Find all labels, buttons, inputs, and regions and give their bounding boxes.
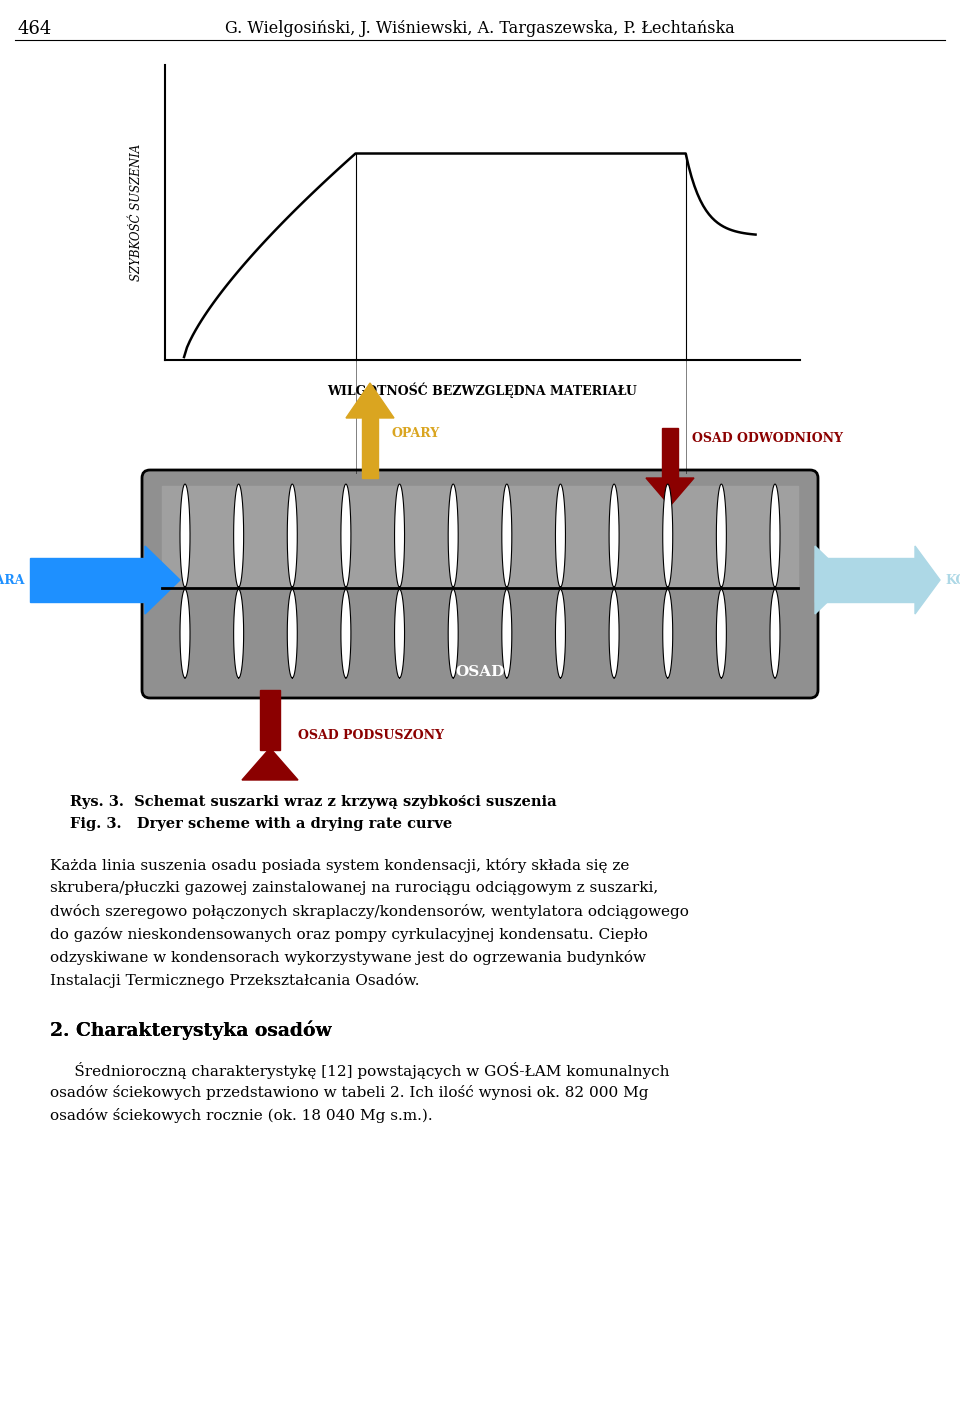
- Polygon shape: [502, 590, 512, 678]
- Polygon shape: [180, 485, 190, 587]
- Text: SZYBKOŚĆ SUSZENIA: SZYBKOŚĆ SUSZENIA: [131, 144, 143, 281]
- Text: OSAD ODWODNIONY: OSAD ODWODNIONY: [692, 432, 843, 445]
- Text: OSAD: OSAD: [455, 665, 505, 678]
- Polygon shape: [395, 485, 404, 587]
- FancyBboxPatch shape: [142, 470, 818, 698]
- Text: 2. Charakterystyka osadów: 2. Charakterystyka osadów: [50, 1020, 331, 1039]
- Polygon shape: [341, 590, 351, 678]
- Text: Każda linia suszenia osadu posiada system kondensacji, który składa się ze: Każda linia suszenia osadu posiada syste…: [50, 858, 630, 874]
- Text: do gazów nieskondensowanych oraz pompy cyrkulacyjnej kondensatu. Ciepło: do gazów nieskondensowanych oraz pompy c…: [50, 928, 648, 942]
- Polygon shape: [662, 485, 673, 587]
- Text: WILGOTNOŚĆ BEZWZGLĘDNA MATERIAŁU: WILGOTNOŚĆ BEZWZGLĘDNA MATERIAŁU: [327, 382, 637, 398]
- Polygon shape: [346, 383, 394, 418]
- Polygon shape: [815, 546, 850, 614]
- Polygon shape: [556, 485, 565, 587]
- Polygon shape: [609, 590, 619, 678]
- Text: Średnioroczną charakterystykę [12] powstających w GOŚ-ŁAM komunalnych: Średnioroczną charakterystykę [12] powst…: [50, 1062, 669, 1079]
- Polygon shape: [716, 590, 727, 678]
- Polygon shape: [662, 590, 673, 678]
- Text: PARA: PARA: [0, 573, 25, 587]
- Polygon shape: [646, 477, 694, 506]
- Polygon shape: [609, 485, 619, 587]
- Text: Instalacji Termicznego Przekształcania Osadów.: Instalacji Termicznego Przekształcania O…: [50, 973, 420, 988]
- Polygon shape: [770, 590, 780, 678]
- Polygon shape: [362, 418, 378, 477]
- Polygon shape: [30, 559, 145, 601]
- Polygon shape: [233, 485, 244, 587]
- Text: osadów ściekowych rocznie (ok. 18 040 Mg s.m.).: osadów ściekowych rocznie (ok. 18 040 Mg…: [50, 1109, 433, 1123]
- Polygon shape: [448, 485, 458, 587]
- Text: skrubera/płuczki gazowej zainstalowanej na rurociągu odciągowym z suszarki,: skrubera/płuczki gazowej zainstalowanej …: [50, 881, 659, 895]
- Polygon shape: [815, 559, 920, 601]
- Polygon shape: [287, 590, 298, 678]
- Polygon shape: [260, 690, 280, 750]
- Polygon shape: [233, 590, 244, 678]
- Text: 2. Charakterystyka osadów: 2. Charakterystyka osadów: [50, 1020, 331, 1039]
- Polygon shape: [770, 485, 780, 587]
- Polygon shape: [502, 485, 512, 587]
- Text: Fig. 3.   Dryer scheme with a drying rate curve: Fig. 3. Dryer scheme with a drying rate …: [70, 817, 452, 831]
- Polygon shape: [448, 590, 458, 678]
- Polygon shape: [242, 748, 298, 779]
- Text: Rys. 3.  Schemat suszarki wraz z krzywą szybkości suszenia: Rys. 3. Schemat suszarki wraz z krzywą s…: [70, 795, 557, 809]
- Polygon shape: [662, 428, 678, 477]
- Text: OSAD PODSUSZONY: OSAD PODSUSZONY: [298, 728, 444, 741]
- Polygon shape: [341, 485, 351, 587]
- Text: 464: 464: [18, 20, 52, 38]
- Text: G. Wielgosiński, J. Wiśniewski, A. Targaszewska, P. Łechtańska: G. Wielgosiński, J. Wiśniewski, A. Targa…: [226, 20, 734, 37]
- Polygon shape: [395, 590, 404, 678]
- Text: dwóch szeregowo połączonych skraplaczy/kondensorów, wentylatora odciągowego: dwóch szeregowo połączonych skraplaczy/k…: [50, 903, 689, 919]
- Text: odzyskiwane w kondensorach wykorzystywane jest do ogrzewania budynków: odzyskiwane w kondensorach wykorzystywan…: [50, 950, 646, 965]
- Polygon shape: [556, 590, 565, 678]
- Polygon shape: [287, 485, 298, 587]
- Text: osadów ściekowych przedstawiono w tabeli 2. Ich ilość wynosi ok. 82 000 Mg: osadów ściekowych przedstawiono w tabeli…: [50, 1084, 649, 1100]
- Text: OPARY: OPARY: [392, 426, 441, 439]
- Polygon shape: [180, 590, 190, 678]
- Polygon shape: [915, 546, 940, 614]
- Text: KONDENSAT: KONDENSAT: [945, 573, 960, 587]
- Polygon shape: [716, 485, 727, 587]
- Polygon shape: [145, 546, 180, 614]
